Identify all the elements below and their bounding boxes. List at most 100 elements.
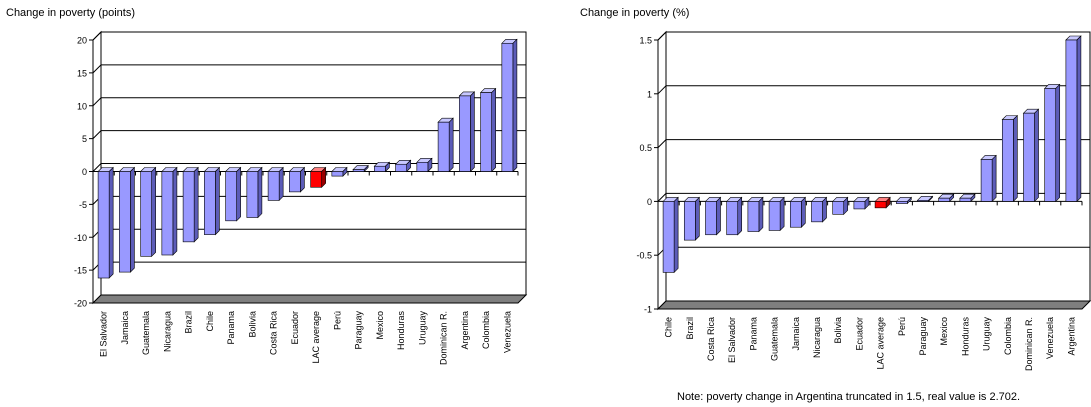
category-label: Venezuela	[1045, 317, 1055, 359]
category-label: Ecuador	[854, 317, 864, 351]
bar-front-face	[119, 171, 131, 273]
bar-lac-average	[874, 196, 891, 209]
bar-nicaragua	[161, 166, 178, 256]
bar-front-face	[917, 200, 929, 202]
bar-front-face	[161, 171, 174, 256]
bar-bolivia	[831, 196, 849, 216]
bar-paraguay	[916, 195, 934, 203]
bar-el-salvador	[97, 166, 114, 279]
bar-ecuador	[288, 166, 306, 193]
bar-venezuela	[501, 38, 518, 173]
category-label: Paraguay	[918, 317, 928, 356]
bar-brazil	[182, 166, 199, 243]
chart-floor	[656, 300, 1091, 310]
bar-jamaica	[118, 166, 136, 273]
category-label: Brazil	[685, 317, 695, 340]
category-label: Argentina	[460, 311, 470, 350]
bar-front-face	[289, 171, 301, 193]
bar-front-face	[747, 201, 760, 232]
category-label: El Salvador	[727, 317, 737, 363]
bar-front-face	[895, 201, 908, 204]
bar-nicaragua	[810, 196, 828, 223]
category-label: Jamaica	[791, 317, 801, 351]
bar-uruguay	[416, 157, 433, 173]
y-tick-label: -10	[74, 233, 87, 243]
bar-honduras	[959, 193, 976, 203]
y-tick-label: -20	[74, 299, 87, 309]
category-label: Bolivia	[833, 317, 843, 344]
category-label: Perú	[897, 317, 907, 336]
bar-front-face	[1044, 88, 1057, 202]
y-tick-label: -5	[79, 200, 87, 210]
bar-front-face	[683, 201, 696, 241]
bar-honduras	[394, 159, 412, 173]
y-tick-label: -15	[74, 266, 87, 276]
bar-costa-rica	[267, 166, 284, 202]
y-tick-label: 1.5	[639, 36, 652, 46]
y-tick-label: -1	[644, 305, 652, 315]
bar-side-face	[1055, 83, 1061, 203]
category-label: Ecuador	[290, 311, 300, 345]
bar-side-face	[801, 196, 806, 228]
bar-front-face	[832, 201, 845, 215]
bar-side-face	[695, 196, 700, 241]
bar-side-face	[1034, 108, 1039, 203]
bar-argentina	[1065, 35, 1082, 203]
bar-front-face	[938, 197, 951, 202]
bar-side-face	[737, 196, 743, 236]
gridline	[657, 31, 1090, 41]
bar-colombia	[1001, 114, 1019, 203]
bar-costa-rica	[704, 196, 722, 236]
bar-front-face	[501, 42, 514, 172]
bar-front-face	[97, 171, 110, 279]
bar-front-face	[874, 201, 887, 209]
category-label: Uruguay	[982, 317, 992, 352]
bar-mexico	[373, 161, 391, 173]
chart-floor	[91, 294, 528, 304]
bar-front-face	[959, 197, 972, 202]
bar-front-face	[1023, 112, 1035, 202]
category-label: Paraguay	[354, 311, 364, 350]
bar-front-face	[374, 165, 386, 172]
right-chart-title: Change in poverty (%)	[580, 7, 690, 19]
category-label: Costa Rica	[269, 311, 279, 355]
category-label: Dominican R.	[439, 311, 449, 365]
bar-el-salvador	[725, 196, 743, 236]
category-label: Nicaragua	[162, 311, 172, 352]
bar-front-face	[726, 201, 739, 236]
category-label: Mexico	[375, 311, 385, 340]
category-label: El Salvador	[99, 311, 109, 357]
bar-per	[895, 196, 913, 205]
category-label: Venezuela	[502, 311, 512, 353]
category-label: Mexico	[939, 317, 949, 346]
bar-guatemala	[139, 166, 157, 258]
bar-front-face	[480, 92, 492, 172]
bar-chile	[662, 196, 679, 274]
bar-mexico	[937, 193, 955, 203]
bar-side-face	[822, 196, 827, 223]
bar-front-face	[204, 171, 216, 235]
gridline	[92, 130, 526, 139]
bar-paraguay	[352, 164, 369, 173]
gridline	[657, 139, 1090, 148]
bar-dominican-r	[1022, 108, 1040, 203]
gridline	[92, 31, 526, 41]
bar-dominican-r	[437, 117, 454, 173]
category-label: Perú	[332, 311, 342, 330]
bar-brazil	[683, 196, 701, 241]
bar-chile	[203, 166, 221, 236]
bar-front-face	[416, 161, 429, 172]
bar-front-face	[352, 169, 365, 172]
y-tick-label: 0	[82, 167, 87, 177]
bar-side-face	[779, 196, 785, 232]
bar-guatemala	[768, 196, 785, 232]
y-tick-label: 5	[82, 134, 87, 144]
bar-front-face	[182, 171, 195, 243]
y-tick-label: 1	[647, 89, 652, 99]
bar-panama	[224, 166, 242, 222]
bar-front-face	[395, 163, 407, 172]
category-label: Colombia	[1003, 317, 1013, 355]
bar-front-face	[140, 171, 152, 257]
bar-side-face	[1076, 35, 1082, 203]
bar-front-face	[853, 201, 866, 210]
